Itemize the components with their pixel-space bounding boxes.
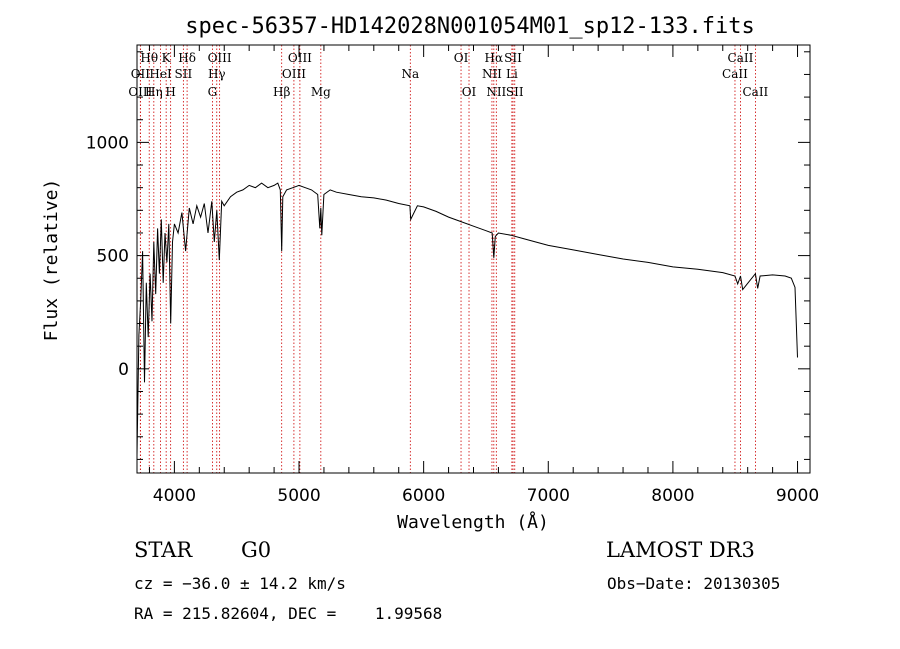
axis-ticks: 4000 5000 6000 7000 8000 9000 0 500 1000: [86, 45, 819, 506]
line-label: Li: [506, 67, 518, 81]
line-label: Na: [401, 67, 419, 81]
line-label: K: [162, 51, 172, 65]
line-label: Hδ: [178, 51, 196, 65]
line-label: G: [208, 85, 218, 99]
line-label: OIII: [208, 51, 232, 65]
line-label: Hα: [485, 51, 504, 65]
obs-date: Obs−Date: 20130305: [607, 574, 781, 593]
line-label: OIII: [282, 67, 306, 81]
line-label: Hγ: [208, 67, 226, 81]
line-label: Hη: [145, 85, 163, 99]
object-subclass: G0: [241, 538, 272, 562]
x-tick-label: 6000: [402, 486, 445, 506]
x-tick-label: 8000: [651, 486, 694, 506]
line-label: NII: [486, 85, 506, 99]
x-tick-label: 4000: [153, 486, 196, 506]
y-tick-label: 1000: [86, 133, 129, 153]
line-label: H: [165, 85, 175, 99]
line-label: HeI: [149, 67, 172, 81]
x-axis-label: Wavelength (Å): [397, 511, 549, 533]
line-markers: [139, 45, 756, 473]
line-label: SII: [175, 67, 193, 81]
line-label: SII: [504, 51, 522, 65]
object-class: STAR: [134, 538, 193, 562]
line-label: NII: [482, 67, 502, 81]
line-label: OI: [454, 51, 469, 65]
y-tick-label: 0: [118, 360, 129, 380]
line-label: OIII: [288, 51, 312, 65]
line-label: OI: [462, 85, 477, 99]
y-axis-label: Flux (relative): [41, 179, 62, 342]
redshift-text: cz = −36.0 ± 14.2 km/s: [134, 574, 346, 593]
x-tick-label: 7000: [527, 486, 570, 506]
spectrum-series-line: [136, 182, 798, 455]
line-label: Hθ: [140, 51, 158, 65]
line-label: Hβ: [273, 85, 290, 99]
plot-frame: [136, 44, 811, 474]
survey-name: LAMOST DR3: [606, 538, 755, 562]
line-label: CaII: [722, 67, 748, 81]
line-label: Mg: [311, 85, 331, 99]
line-label: CaII: [728, 51, 754, 65]
chart-title: spec-56357-HD142028N001054M01_sp12-133.f…: [185, 14, 755, 39]
line-label: OIII: [128, 85, 152, 99]
y-tick-label: 500: [97, 247, 129, 267]
x-tick-label: 9000: [776, 486, 819, 506]
x-tick-label: 5000: [277, 486, 320, 506]
line-label: SII: [506, 85, 524, 99]
line-label: CaII: [742, 85, 768, 99]
coordinates: RA = 215.82604, DEC = 1.99568: [134, 604, 443, 623]
